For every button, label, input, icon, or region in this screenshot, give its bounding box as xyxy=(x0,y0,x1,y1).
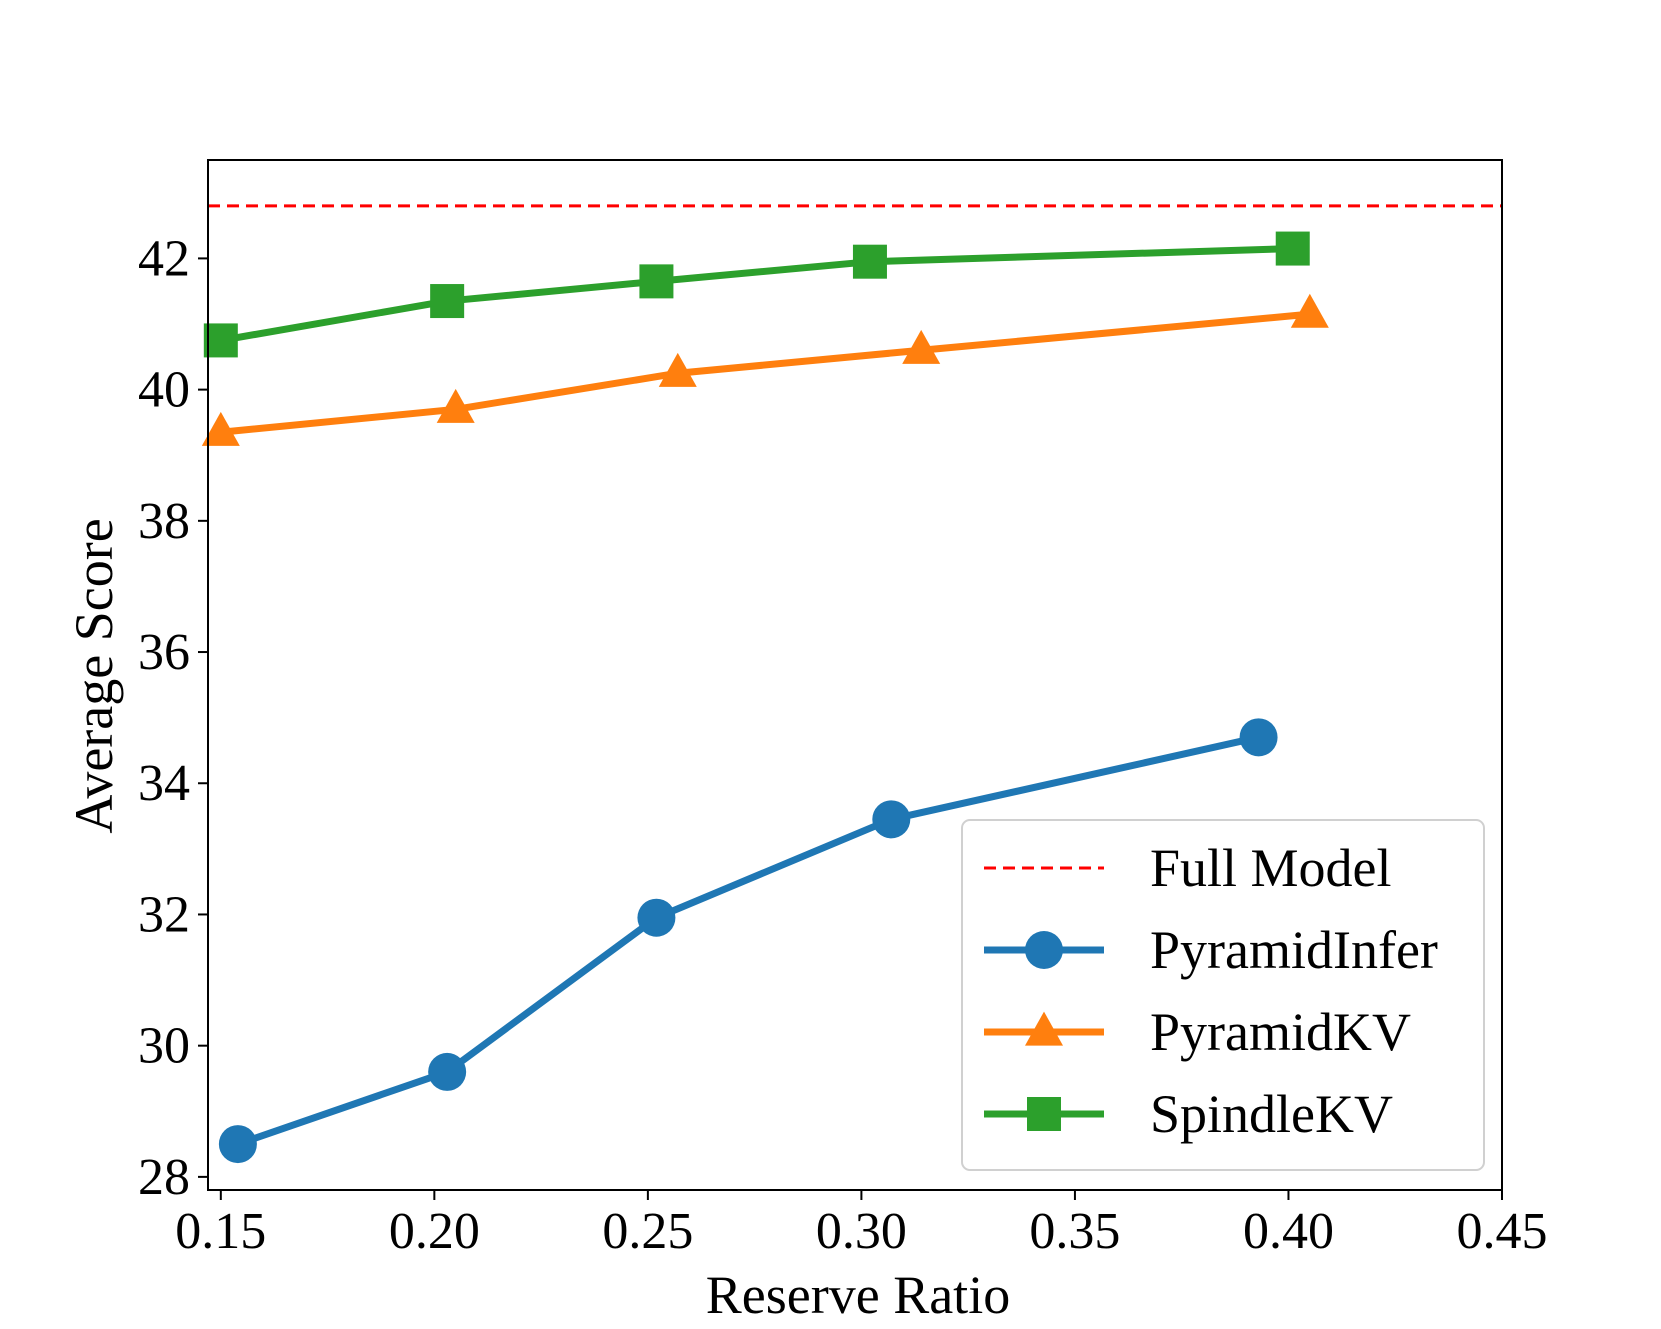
data-point-pyramidinfer xyxy=(428,1052,467,1091)
y-axis-label: Average Score xyxy=(64,518,124,833)
legend-item: PyramidKV xyxy=(984,1002,1411,1062)
series-pyramidinfer xyxy=(218,718,1278,1164)
x-tick-label: 0.30 xyxy=(816,1203,907,1260)
x-tick-label: 0.20 xyxy=(389,1203,480,1260)
legend-item: SpindleKV xyxy=(984,1084,1393,1144)
y-axis-ticks: 28 30 32 34 36 38 40 42 xyxy=(138,230,208,1206)
plot-area xyxy=(201,159,1503,1191)
series-spindlekv xyxy=(203,231,1310,358)
legend: Full Model PyramidInfer PyramidKV SpindleKV xyxy=(961,819,1485,1171)
x-tick-label: 0.15 xyxy=(175,1203,266,1260)
data-point-pyramidkv xyxy=(902,329,941,364)
series-line-pyramidkv xyxy=(220,310,1311,436)
data-point-pyramidkv xyxy=(658,352,697,387)
legend-item: PyramidInfer xyxy=(984,920,1438,980)
data-point-pyramidinfer xyxy=(872,800,911,839)
y-tick-label: 40 xyxy=(138,362,190,419)
data-point-spindlekv xyxy=(203,323,238,358)
data-point-pyramidkv xyxy=(1290,293,1329,328)
data-point-spindlekv xyxy=(430,284,465,319)
y-tick-label: 34 xyxy=(138,755,190,812)
data-point-spindlekv xyxy=(852,244,887,279)
legend-swatch-marker xyxy=(1025,931,1063,969)
legend-swatch-marker xyxy=(1027,1097,1061,1131)
legend-label: PyramidKV xyxy=(1150,1002,1411,1062)
x-axis-ticks: 0.15 0.20 0.25 0.30 0.35 0.40 0.45 xyxy=(175,1190,1548,1260)
plot-frame xyxy=(207,159,1503,1191)
legend-item: Full Model xyxy=(984,838,1392,898)
legend-swatch-marker xyxy=(1025,1011,1063,1046)
data-point-pyramidkv xyxy=(201,411,240,446)
y-tick-label: 30 xyxy=(138,1018,190,1075)
legend-label: SpindleKV xyxy=(1150,1084,1393,1144)
legend-label: Full Model xyxy=(1150,838,1392,898)
data-point-spindlekv xyxy=(1275,231,1310,266)
y-tick-label: 36 xyxy=(138,624,190,681)
y-tick-label: 32 xyxy=(138,886,190,943)
y-tick-label: 38 xyxy=(138,493,190,550)
legend-box xyxy=(961,819,1485,1171)
data-point-spindlekv xyxy=(639,264,674,299)
y-tick-label: 42 xyxy=(138,230,190,287)
series-line-spindlekv xyxy=(220,245,1293,344)
data-point-pyramidkv xyxy=(436,388,475,423)
data-point-pyramidinfer xyxy=(1239,718,1278,757)
x-tick-label: 0.40 xyxy=(1243,1203,1334,1260)
data-point-pyramidinfer xyxy=(218,1125,257,1164)
x-tick-label: 0.35 xyxy=(1029,1203,1120,1260)
y-tick-label: 28 xyxy=(138,1149,190,1206)
x-axis-label: Reserve Ratio xyxy=(706,1265,1010,1325)
data-point-pyramidinfer xyxy=(637,898,676,937)
x-tick-label: 0.45 xyxy=(1457,1203,1548,1260)
x-tick-label: 0.25 xyxy=(602,1203,693,1260)
legend-label: PyramidInfer xyxy=(1150,920,1438,980)
series-pyramidkv xyxy=(201,293,1329,446)
